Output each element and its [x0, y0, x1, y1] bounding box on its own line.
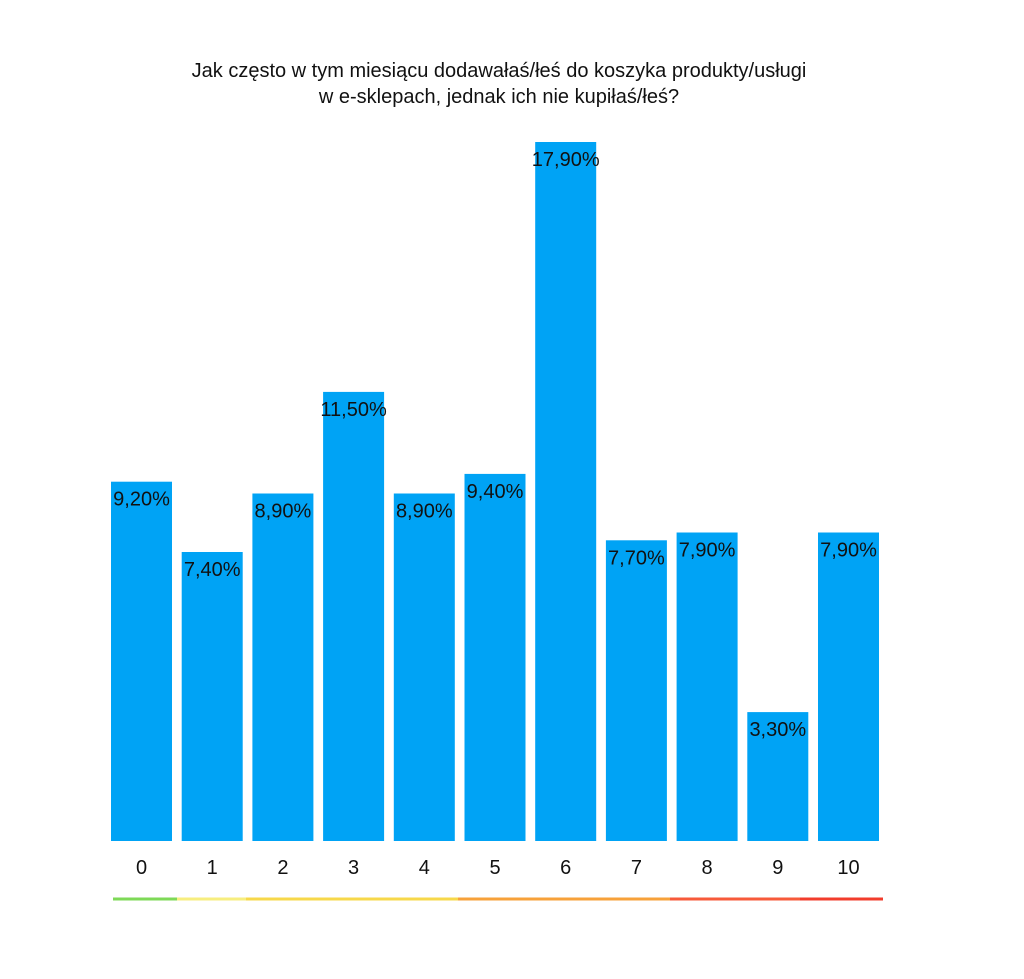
bar-8: [676, 532, 738, 841]
x-tick-label-6: 6: [560, 857, 571, 879]
data-label-5: 9,40%: [467, 481, 524, 503]
bar-7: [605, 540, 667, 841]
data-label-6: 17,90%: [532, 149, 600, 171]
bar-10: [818, 532, 879, 841]
x-tick-label-3: 3: [348, 857, 359, 879]
x-tick-label-1: 1: [207, 857, 218, 879]
bar-3: [323, 391, 385, 841]
x-tick-label-4: 4: [419, 857, 430, 879]
data-label-0: 9,20%: [113, 489, 170, 511]
data-label-9: 3,30%: [749, 719, 806, 741]
bar-0: [111, 481, 172, 841]
chart-title-line-2: w e-sklepach, jednak ich nie kupiłaś/łeś…: [318, 86, 680, 108]
x-tick-label-7: 7: [631, 857, 642, 879]
data-label-3: 11,50%: [320, 399, 387, 421]
x-tick-label-0: 0: [136, 857, 147, 879]
data-label-8: 7,90%: [679, 540, 736, 562]
x-tick-label-10: 10: [837, 857, 859, 879]
data-label-4: 8,90%: [396, 501, 453, 523]
bar-6: [535, 142, 597, 841]
chart-title: Jak często w tym miesiącu dodawałaś/łeś …: [0, 58, 998, 110]
bar-1: [181, 552, 243, 841]
x-tick-label-2: 2: [277, 857, 288, 879]
data-labels-group: 9,20% 7,40% 8,90% 11,50% 8,90% 9,40% 17,90% 7,7…: [113, 149, 877, 741]
data-label-1: 7,40%: [184, 559, 241, 581]
bars-group: [111, 142, 879, 841]
bar-4: [393, 493, 455, 841]
x-tick-label-9: 9: [772, 857, 783, 879]
data-label-2: 8,90%: [255, 501, 312, 523]
chart-title-line-1: Jak często w tym miesiącu dodawałaś/łeś …: [191, 60, 807, 82]
x-tick-label-5: 5: [489, 857, 500, 879]
x-axis-tick-labels: 0 1 2 3 4 5 6 7 8 9 10: [136, 857, 860, 879]
data-label-7: 7,70%: [608, 547, 665, 569]
bar-5: [464, 473, 526, 841]
bar-2: [252, 493, 314, 841]
x-tick-label-8: 8: [702, 857, 713, 879]
bar-9: [747, 712, 809, 841]
data-label-10: 7,90%: [820, 540, 877, 562]
